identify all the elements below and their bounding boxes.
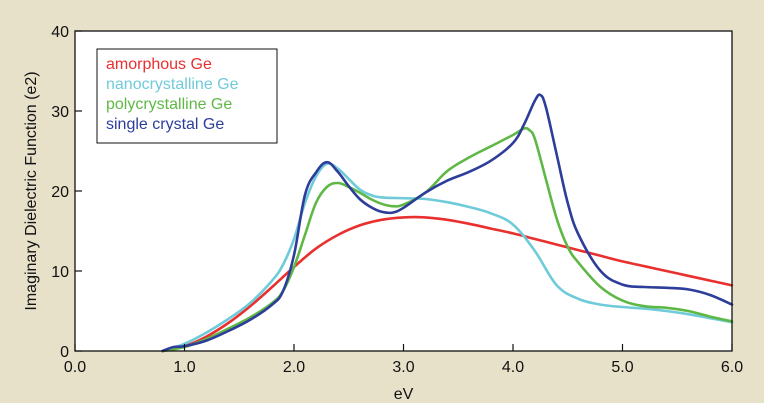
x-tick-label: 6.0 [721, 359, 743, 376]
x-tick-label: 0.0 [64, 359, 86, 376]
x-tick-label: 1.0 [173, 359, 195, 376]
tick-layer: 0.0 1.0 2.0 3.0 4.0 5.0 6.0 0 10 20 30 40 [51, 24, 743, 376]
x-tick-label: 5.0 [611, 359, 633, 376]
x-axis-title: eV [394, 386, 414, 403]
x-tick-label: 2.0 [283, 359, 305, 376]
y-tick-label: 40 [51, 24, 69, 41]
x-tick-label: 4.0 [502, 359, 524, 376]
legend: amorphous Ge nanocrystalline Ge polycrysta… [96, 48, 278, 144]
legend-entry: amorphous Ge [106, 56, 212, 73]
x-tick-label: 3.0 [392, 359, 414, 376]
legend-box [96, 48, 278, 144]
y-tick-label: 30 [51, 104, 69, 121]
y-tick-label: 10 [51, 264, 69, 281]
legend-entry: polycrystalline Ge [106, 96, 232, 113]
series-line-amorphous-ge [161, 215, 734, 353]
series-line-nanocrystalline-ge [161, 162, 734, 353]
y-axis-title: Imaginary Dielectric Function (e2) [23, 71, 40, 310]
legend-entry: nanocrystalline Ge [106, 76, 239, 93]
y-tick-label: 0 [60, 344, 69, 361]
series-layer [161, 93, 734, 353]
legend-entry: single crystal Ge [106, 116, 224, 133]
y-tick-label: 20 [51, 184, 69, 201]
series-line-single-crystal-ge [161, 93, 734, 353]
